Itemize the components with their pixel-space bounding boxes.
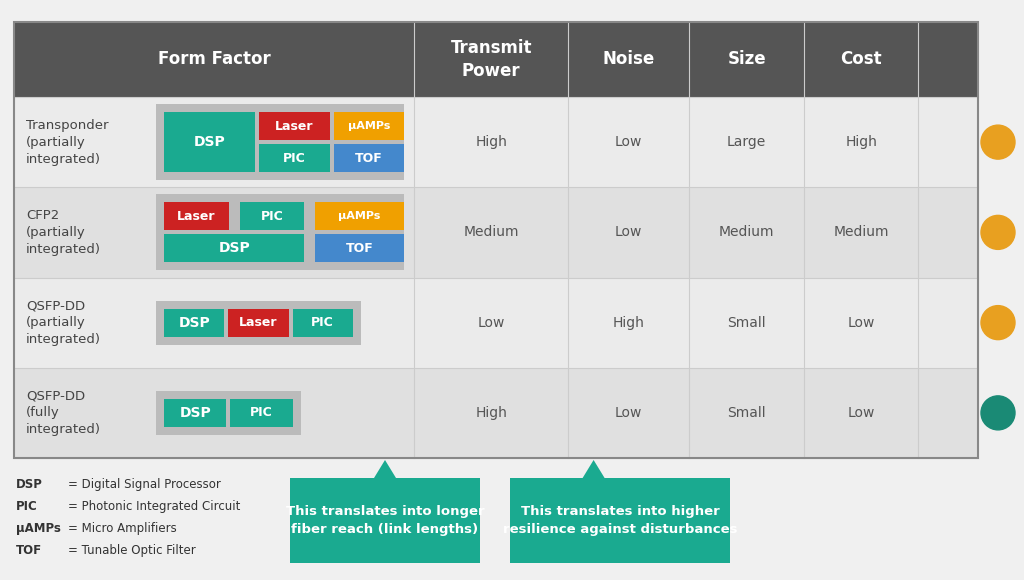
Circle shape [981,396,1015,430]
Text: Low: Low [614,406,642,420]
Text: PIC: PIC [283,151,306,165]
FancyBboxPatch shape [14,277,978,368]
Polygon shape [374,460,396,478]
FancyBboxPatch shape [290,478,480,563]
FancyBboxPatch shape [14,97,978,187]
Text: PIC: PIC [16,500,38,513]
Text: μAMPs: μAMPs [348,121,390,131]
FancyBboxPatch shape [259,112,330,140]
FancyBboxPatch shape [259,144,330,172]
Text: Low: Low [614,226,642,240]
Text: Size: Size [727,50,766,68]
Text: High: High [612,316,644,329]
FancyBboxPatch shape [164,309,224,336]
Text: Cost: Cost [841,50,882,68]
Text: Small: Small [727,406,766,420]
Text: TOF: TOF [346,242,374,255]
Text: CFP2
(partially
integrated): CFP2 (partially integrated) [26,209,101,256]
Text: μAMPs: μAMPs [16,522,60,535]
Circle shape [981,215,1015,249]
Text: Small: Small [727,316,766,329]
FancyBboxPatch shape [315,234,404,262]
Text: = Digital Signal Processor: = Digital Signal Processor [68,478,221,491]
FancyBboxPatch shape [156,391,301,435]
Text: Low: Low [848,316,876,329]
Text: Transponder
(partially
integrated): Transponder (partially integrated) [26,119,109,166]
FancyBboxPatch shape [293,309,353,336]
FancyBboxPatch shape [164,399,226,427]
Text: DSP: DSP [179,406,211,420]
Text: Medium: Medium [719,226,774,240]
FancyBboxPatch shape [14,187,978,277]
Text: = Photonic Integrated Circuit: = Photonic Integrated Circuit [68,500,241,513]
Text: DSP: DSP [178,316,210,329]
FancyBboxPatch shape [156,104,404,180]
Text: Laser: Laser [275,119,313,133]
Text: = Tunable Optic Filter: = Tunable Optic Filter [68,544,196,557]
FancyBboxPatch shape [156,194,404,270]
Circle shape [981,125,1015,159]
Text: This translates into higher
resilience against disturbances: This translates into higher resilience a… [503,505,737,536]
Text: Low: Low [477,316,505,329]
Text: DSP: DSP [16,478,43,491]
Text: = Micro Amplifiers: = Micro Amplifiers [68,522,177,535]
FancyBboxPatch shape [156,300,360,345]
FancyBboxPatch shape [14,368,978,458]
FancyBboxPatch shape [230,399,293,427]
Text: TOF: TOF [16,544,42,557]
Text: μAMPs: μAMPs [339,211,381,222]
Text: Low: Low [848,406,876,420]
Text: DSP: DSP [218,241,250,255]
Text: Transmit
Power: Transmit Power [451,39,531,79]
Text: Laser: Laser [177,210,216,223]
Text: Large: Large [727,135,766,149]
Text: Laser: Laser [240,316,278,329]
Text: DSP: DSP [194,135,225,149]
Text: Medium: Medium [834,226,889,240]
Circle shape [981,306,1015,340]
Text: Low: Low [614,135,642,149]
FancyBboxPatch shape [164,234,304,262]
Text: PIC: PIC [261,210,284,223]
FancyBboxPatch shape [510,478,730,563]
Text: This translates into longer
fiber reach (link lengths): This translates into longer fiber reach … [286,505,484,536]
Text: High: High [475,406,507,420]
Text: Noise: Noise [602,50,654,68]
Text: QSFP-DD
(fully
integrated): QSFP-DD (fully integrated) [26,389,101,436]
Text: PIC: PIC [311,316,334,329]
Text: TOF: TOF [355,151,383,165]
Text: Form Factor: Form Factor [158,50,270,68]
FancyBboxPatch shape [334,112,404,140]
Text: PIC: PIC [250,407,273,419]
FancyBboxPatch shape [14,22,978,97]
Text: High: High [846,135,878,149]
Text: High: High [475,135,507,149]
Text: Medium: Medium [464,226,519,240]
FancyBboxPatch shape [240,202,304,230]
FancyBboxPatch shape [315,202,404,230]
FancyBboxPatch shape [164,112,255,172]
Text: QSFP-DD
(partially
integrated): QSFP-DD (partially integrated) [26,299,101,346]
FancyBboxPatch shape [228,309,289,336]
FancyBboxPatch shape [334,144,404,172]
Polygon shape [583,460,604,478]
FancyBboxPatch shape [164,202,228,230]
